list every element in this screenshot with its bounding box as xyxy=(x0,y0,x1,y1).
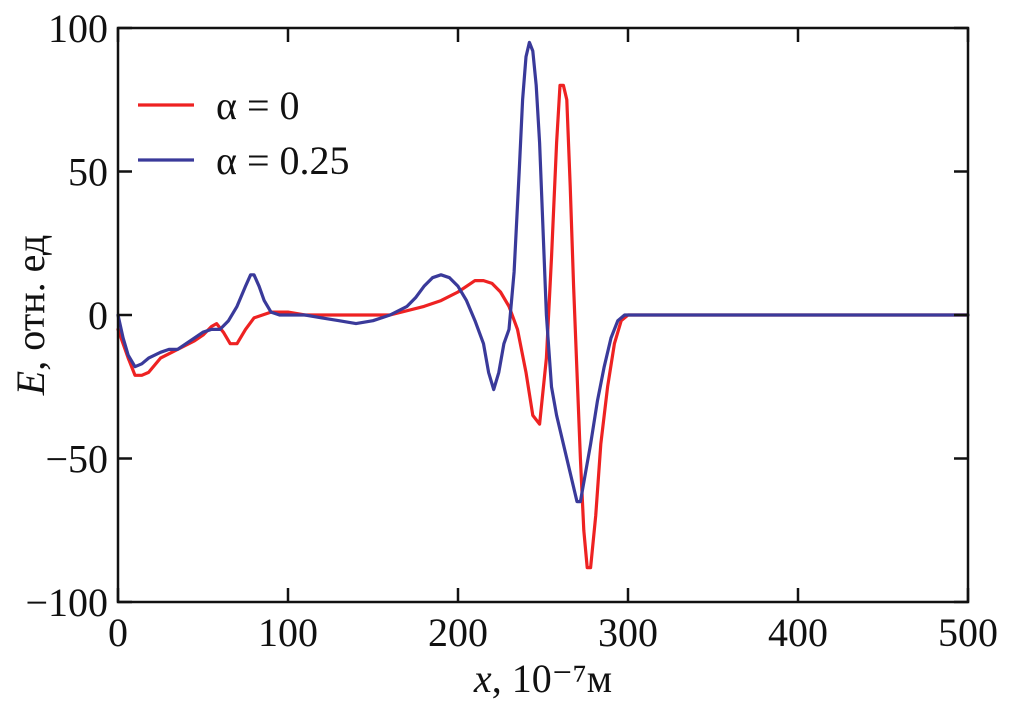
y-tick-label: −50 xyxy=(45,437,108,482)
x-tick-label: 200 xyxy=(428,610,488,655)
series-layer xyxy=(116,40,970,570)
y-tick-label: 100 xyxy=(48,6,108,51)
series-line-1 xyxy=(116,83,970,570)
series-line-2 xyxy=(116,40,970,504)
y-tick-label: −100 xyxy=(25,580,108,625)
y-axis-variable: E xyxy=(8,371,53,396)
y-tick-label: 0 xyxy=(88,293,108,338)
x-tick-label: 500 xyxy=(938,610,998,655)
x-tick-label: 300 xyxy=(598,610,658,655)
legend-label-1: α = 0 xyxy=(216,83,300,128)
legend: α = 0 α = 0.25 xyxy=(138,83,350,183)
y-axis-unit: , отн. ед xyxy=(8,235,53,371)
x-tick-label: 100 xyxy=(258,610,318,655)
x-axis-unit: , 10⁻⁷м xyxy=(492,656,612,701)
y-tick-label: 50 xyxy=(68,150,108,195)
y-axis-label: E, отн. ед xyxy=(8,235,53,396)
legend-label-2: α = 0.25 xyxy=(216,138,350,183)
x-axis-variable: x xyxy=(473,656,492,701)
x-tick-label: 400 xyxy=(768,610,828,655)
x-tick-label: 0 xyxy=(108,610,128,655)
x-axis-label: x, 10⁻⁷м xyxy=(473,656,612,701)
